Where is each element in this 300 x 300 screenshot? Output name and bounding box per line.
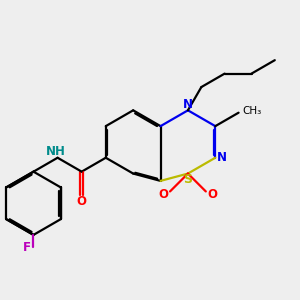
Text: S: S	[183, 173, 192, 186]
Text: O: O	[207, 188, 217, 201]
Text: N: N	[183, 98, 193, 111]
Text: F: F	[23, 241, 31, 254]
Text: O: O	[77, 195, 87, 208]
Text: CH₃: CH₃	[242, 106, 261, 116]
Text: N: N	[217, 151, 226, 164]
Text: O: O	[159, 188, 169, 201]
Text: NH: NH	[46, 145, 66, 158]
